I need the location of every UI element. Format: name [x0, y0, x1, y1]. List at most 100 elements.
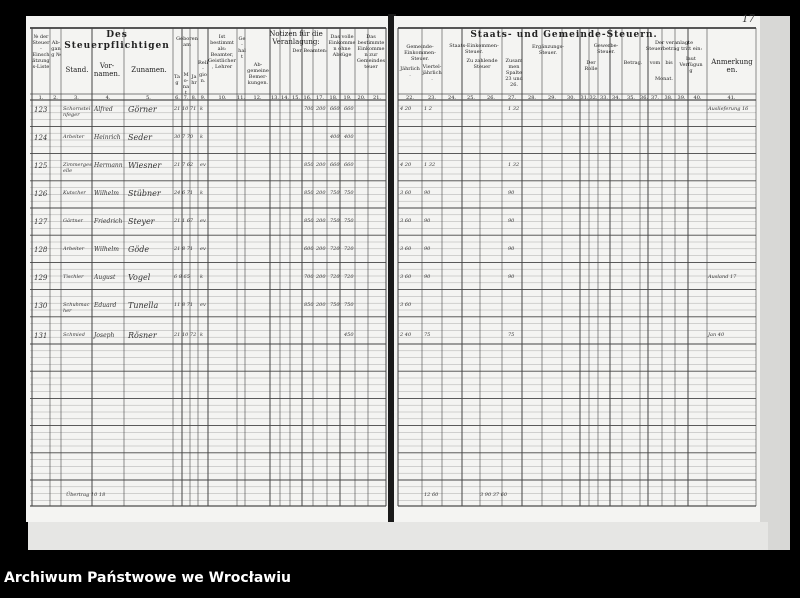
entry-stand: Gärtner — [63, 218, 83, 224]
column-number: 31. — [580, 95, 589, 101]
entry-value3: 750 — [330, 218, 340, 224]
column-number: 15. — [292, 95, 300, 101]
column-number: 40. — [693, 95, 702, 101]
entry-value4: 720 — [344, 274, 354, 280]
column-number: 35. — [627, 95, 635, 101]
column-number: 33. — [600, 95, 608, 101]
entry-religion: ev — [200, 302, 206, 308]
entry-value2: 200 — [316, 218, 326, 224]
entry-religion: k — [200, 134, 204, 140]
column-number: 16. — [303, 95, 312, 101]
column-number: 19. — [343, 95, 352, 101]
column-number: 36. — [640, 95, 648, 101]
entry-sum: 75 — [508, 332, 515, 338]
right-total2: 3 90 37 60 — [480, 492, 508, 498]
page-edge — [760, 16, 790, 550]
col-religion-header: Reli-gion. — [198, 60, 208, 84]
entry-value4: 400 — [344, 134, 354, 140]
column-number: 23. — [428, 95, 436, 101]
entry-value3: 400 — [330, 134, 340, 140]
entry-value2: 200 — [316, 162, 326, 168]
col-gewerbe-header: Gewerbe-Steuer. — [593, 43, 619, 55]
right-table-grid — [397, 27, 757, 507]
entry-stand: Schmied — [63, 332, 85, 338]
column-number: 18. — [329, 95, 338, 101]
entry-tax: 3 60 — [400, 246, 412, 252]
entry-zuname: Steyer — [128, 217, 155, 226]
col-zunamen-header: Zunamen. — [131, 66, 167, 74]
entry-note: Auslieferung 16 — [708, 106, 749, 112]
column-number: 11. — [237, 95, 245, 101]
entry-stand: Tischler — [63, 274, 84, 280]
book-gutter — [388, 14, 396, 524]
column-number: 25. — [467, 95, 475, 101]
entry-number: 126 — [34, 190, 48, 198]
entry-zuname: Vogel — [128, 273, 151, 282]
col-jahr-header: Jahr — [191, 74, 197, 86]
column-number: 41. — [727, 95, 736, 101]
left-table-grid — [30, 27, 387, 507]
entry-sum: 90 — [508, 218, 515, 224]
col-monat-header: Monat. — [655, 76, 673, 82]
column-number: 34. — [612, 95, 620, 101]
column-number: 30. — [567, 95, 575, 101]
entry-zuname: Tunella — [128, 301, 159, 310]
entry-birthdate: 21 8 71 — [174, 246, 194, 252]
entry-birthdate: 6 8 65 — [174, 274, 190, 280]
entry-stand: Kutscher — [63, 190, 86, 196]
entry-tax-quarter: 1 32 — [424, 162, 436, 168]
entry-number: 128 — [34, 246, 48, 254]
column-number: 6. — [175, 95, 180, 101]
col-gemeinde-steuer-header: Gemeinde-Einkommen-Steuer. — [404, 44, 436, 62]
entry-vorname: Heinrich — [94, 134, 121, 141]
column-number: 4. — [105, 95, 111, 101]
entry-sum: 90 — [508, 274, 515, 280]
column-number: 32. — [589, 95, 598, 101]
entry-zuname: Görner — [128, 105, 157, 114]
notizen-header: Notizen für die Veranlagung: — [269, 30, 323, 46]
entry-vorname: Wilhelm — [94, 246, 119, 253]
entry-number: 127 — [34, 218, 48, 226]
col-betrag-header: Betrag. — [623, 60, 643, 66]
entry-vorname: Friedrich — [94, 218, 123, 225]
col-ergaenzung-header: Ergänzungs-Steuer. — [532, 44, 564, 56]
column-number: 28. — [528, 95, 536, 101]
entry-birthdate: 11 8 71 — [174, 302, 194, 308]
entry-birthdate: 21 1 67 — [174, 218, 194, 224]
entry-zuname: Wiesner — [128, 161, 162, 170]
column-number: 21. — [373, 95, 381, 101]
column-number: 17. — [316, 95, 324, 101]
page-bottom-edge — [28, 522, 768, 550]
entry-sum: 1 32 — [508, 162, 520, 168]
entry-value3: 660 — [330, 162, 340, 168]
entry-tax: 3 60 — [400, 302, 412, 308]
col-vom-header: vom — [649, 60, 661, 66]
entry-tax: 3 60 — [400, 218, 412, 224]
right-page: Staats- und Gemeinde-Steuern. Gemeinde-Ei… — [394, 16, 760, 522]
entry-stand: Schuhmacher — [63, 302, 90, 314]
col-vierteljaehrlich-header: Viertel-jährlich. — [422, 64, 442, 82]
entry-sum: 90 — [508, 246, 515, 252]
col-stand-header: Stand. — [65, 66, 89, 74]
col-staats-steuer-header: Staats-Einkommen-Steuer. — [449, 43, 499, 55]
column-number: 20. — [357, 95, 366, 101]
entry-religion: k — [200, 106, 204, 112]
column-number: 3. — [74, 95, 79, 101]
entry-value1: 600 — [304, 246, 314, 252]
entry-zuname: Stübner — [128, 189, 161, 198]
entry-tax: 2 40 — [400, 332, 412, 338]
entry-value4: 720 — [344, 246, 354, 252]
entry-vorname: Wilhelm — [94, 190, 119, 197]
entry-value3: 750 — [330, 190, 340, 196]
column-number: 9. — [200, 95, 206, 101]
taxes-title: Staats- und Gemeinde-Steuern. — [470, 30, 658, 40]
col-nr-header: № der Steuer-Einschätzungs-Liste — [32, 34, 50, 70]
column-number: 10. — [218, 95, 227, 101]
col-jaehrlich-header: Jährlich. — [400, 66, 420, 78]
entry-vorname: August — [94, 274, 116, 281]
col-abgang-header: Ab-gang № — [51, 40, 61, 58]
column-number: 29. — [548, 95, 556, 101]
entry-value4: 660 — [344, 162, 354, 168]
entry-value4: 660 — [344, 106, 354, 112]
entry-religion: k — [200, 274, 204, 280]
